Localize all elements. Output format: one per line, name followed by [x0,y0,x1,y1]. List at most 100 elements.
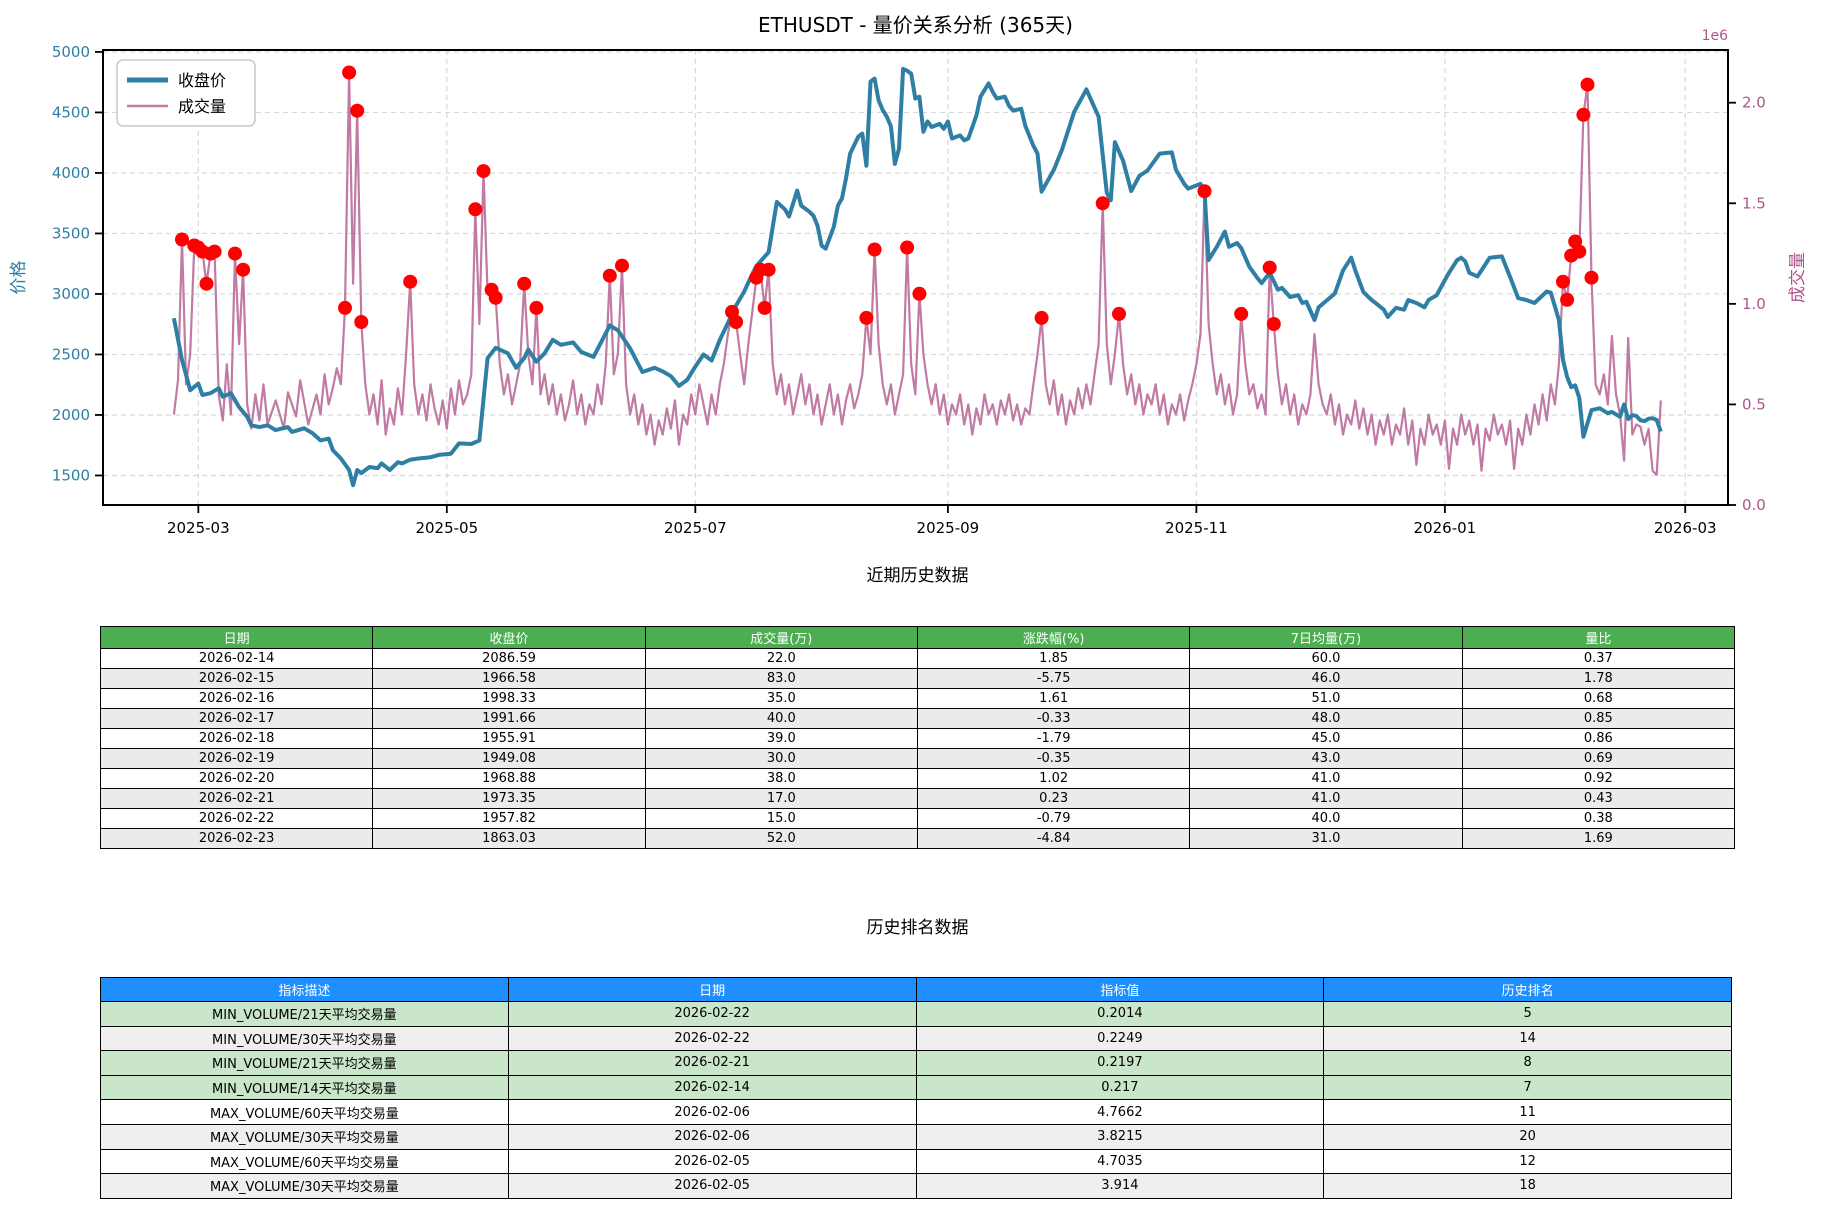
table-row: MIN_VOLUME/21天平均交易量 2026-02-21 0.2197 8 [100,1050,1732,1076]
cell: 0.217 [915,1074,1325,1101]
anomaly-marker [1095,196,1110,211]
x-tick-label: 2026-01 [1414,519,1477,537]
cell: 1973.35 [372,788,646,809]
cell: 0.92 [1461,768,1736,789]
anomaly-marker [615,258,629,273]
cell: 0.23 [916,788,1191,809]
cell: 41.0 [1189,768,1463,789]
cell: 60.0 [1189,648,1463,669]
table-header-row: 指标描述 日期 指标值 历史排名 [100,977,1732,1002]
cell: 3.8215 [915,1123,1325,1150]
cell: MIN_VOLUME/21天平均交易量 [100,1050,509,1076]
cell: 4.7662 [915,1099,1325,1125]
cell: 1955.91 [372,728,646,749]
cell: 35.0 [644,688,918,709]
cell: 2026-02-23 [99,828,374,849]
cell: 17.0 [644,788,918,809]
plot-border [102,49,1729,506]
cell: 40.0 [644,708,918,729]
price-tick-label: 2500 [52,345,90,363]
anomaly-marker [1560,292,1575,307]
table-row: 2026-02-15 1966.58 83.0 -5.75 46.0 1.78 [99,668,1736,689]
column-header: 7日均量(万) [1189,626,1463,649]
cell: 1.85 [916,648,1191,669]
cell: 2026-02-14 [507,1074,917,1101]
volume-tick-label: 0.5 [1742,395,1766,413]
cell: 7 [1323,1074,1732,1101]
anomaly-marker [1572,244,1587,259]
anomaly-marker [1197,184,1212,199]
cell: 20 [1323,1123,1732,1150]
table-row: 2026-02-21 1973.35 17.0 0.23 41.0 0.43 [99,788,1736,809]
cell: 8 [1323,1050,1732,1076]
anomaly-marker [1266,317,1281,331]
cell: 2026-02-22 [99,808,374,829]
anomaly-marker [175,232,189,247]
cell: -0.79 [916,808,1191,829]
cell: MIN_VOLUME/14天平均交易量 [100,1074,509,1101]
volume-line [172,71,1662,476]
recent-history-table: 日期 收盘价 成交量(万) 涨跌幅(%) 7日均量(万) 量比 2026-02-14 2086… [99,626,1736,849]
cell: 1.78 [1461,668,1736,689]
cell: 1966.58 [372,668,646,689]
volume-axis-label: 成交量 [1788,252,1808,303]
x-tick-label: 2025-09 [917,519,980,537]
anomaly-marker [1584,270,1599,285]
anomaly-marker [468,202,483,217]
history-ranking-table: 指标描述 日期 指标值 历史排名 MIN_VOLUME/21天平均交易量 2026-02-… [100,977,1732,1199]
cell: 15.0 [644,808,918,829]
price-tick-label: 4500 [52,103,90,121]
price-tick-label: 3000 [52,285,90,303]
cell: 1968.88 [372,768,646,789]
column-header: 涨跌幅(%) [916,626,1191,649]
cell: 2026-02-16 [99,688,374,709]
anomaly-marker [1262,260,1277,275]
anomaly-marker [476,164,491,179]
anomaly-marker [912,286,927,301]
cell: 0.38 [1461,808,1736,829]
table-row: MAX_VOLUME/30天平均交易量 2026-02-06 3.8215 20 [100,1123,1732,1150]
anomaly-marker [529,300,544,315]
anomaly-marker [1580,77,1595,92]
cell: 2026-02-21 [507,1050,917,1076]
cell: 2026-02-18 [99,728,374,749]
anomaly-marker [338,300,352,315]
anomaly-marker [867,242,882,257]
price-tick-label: 2000 [52,406,90,424]
x-tick-label: 2025-05 [415,519,478,537]
x-tick-label: 2025-07 [664,519,727,537]
legend-label: 成交量 [178,97,226,116]
cell: 22.0 [644,648,918,669]
column-header: 日期 [507,977,917,1002]
cell: MIN_VOLUME/30天平均交易量 [100,1025,509,1052]
cell: 1863.03 [372,828,646,849]
anomaly-marker [729,315,744,329]
table-row: MIN_VOLUME/30天平均交易量 2026-02-22 0.2249 14 [100,1025,1732,1052]
legend-box [116,59,256,127]
cell: MAX_VOLUME/60天平均交易量 [100,1148,509,1175]
cell: 31.0 [1189,828,1463,849]
volume-tick-label: 1.5 [1742,194,1766,212]
cell: 2026-02-05 [507,1173,917,1199]
anomaly-marker [1556,274,1570,289]
cell: 30.0 [644,748,918,769]
anomaly-marker [354,315,369,329]
table-row: 2026-02-16 1998.33 35.0 1.61 51.0 0.68 [99,688,1736,709]
cell: 3.914 [915,1173,1325,1199]
cell: 2026-02-14 [99,648,374,669]
anomaly-marker [761,262,776,277]
anomaly-marker [1112,306,1126,321]
cell: 45.0 [1189,728,1463,749]
cell: 2026-02-22 [507,1001,917,1027]
table-row: MAX_VOLUME/60天平均交易量 2026-02-06 4.7662 11 [100,1099,1732,1125]
x-tick-label: 2026-03 [1654,519,1717,537]
cell: 5 [1323,1001,1732,1027]
cell: MAX_VOLUME/30天平均交易量 [100,1173,509,1199]
anomaly-marker [1576,107,1591,122]
cell: 2026-02-06 [507,1123,917,1150]
table-row: 2026-02-17 1991.66 40.0 -0.33 48.0 0.85 [99,708,1736,729]
column-header: 指标描述 [100,977,509,1002]
column-header: 日期 [99,626,374,649]
cell: 12 [1323,1148,1732,1175]
x-tick-label: 2025-03 [167,519,230,537]
